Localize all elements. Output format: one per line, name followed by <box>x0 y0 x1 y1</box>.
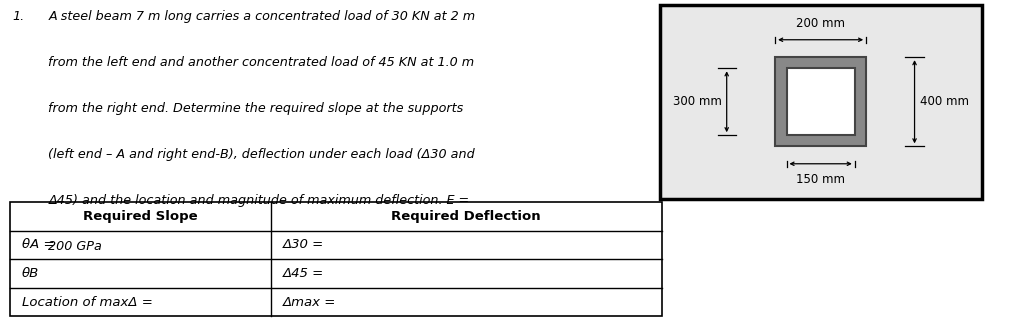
Text: Δmax =: Δmax = <box>283 296 336 308</box>
Text: Δ30 =: Δ30 = <box>283 238 324 251</box>
Text: Location of maxΔ =: Location of maxΔ = <box>22 296 154 308</box>
Text: from the left end and another concentrated load of 45 KN at 1.0 m: from the left end and another concentrat… <box>48 56 475 69</box>
Text: (left end – A and right end-B), deflection under each load (Δ30 and: (left end – A and right end-B), deflecti… <box>48 148 476 161</box>
Text: 200 GPa: 200 GPa <box>48 240 102 253</box>
Text: A steel beam 7 m long carries a concentrated load of 30 KN at 2 m: A steel beam 7 m long carries a concentr… <box>48 10 476 23</box>
Text: Required Slope: Required Slope <box>83 210 198 223</box>
Text: θA =: θA = <box>22 238 55 251</box>
Bar <box>776 57 866 146</box>
Bar <box>10 202 662 316</box>
Text: 200 mm: 200 mm <box>796 17 845 30</box>
Text: Δ45 =: Δ45 = <box>283 267 324 280</box>
Bar <box>660 5 982 199</box>
Text: 300 mm: 300 mm <box>673 95 721 108</box>
Text: θB: θB <box>22 267 39 280</box>
Text: 1.: 1. <box>12 10 24 23</box>
Text: from the right end. Determine the required slope at the supports: from the right end. Determine the requir… <box>48 102 464 115</box>
Text: Δ45) and the location and magnitude of maximum deflection. E =: Δ45) and the location and magnitude of m… <box>48 194 470 207</box>
Text: Required Deflection: Required Deflection <box>391 210 541 223</box>
Text: 400 mm: 400 mm <box>920 95 969 108</box>
Bar <box>787 68 854 135</box>
Text: 150 mm: 150 mm <box>796 173 845 186</box>
